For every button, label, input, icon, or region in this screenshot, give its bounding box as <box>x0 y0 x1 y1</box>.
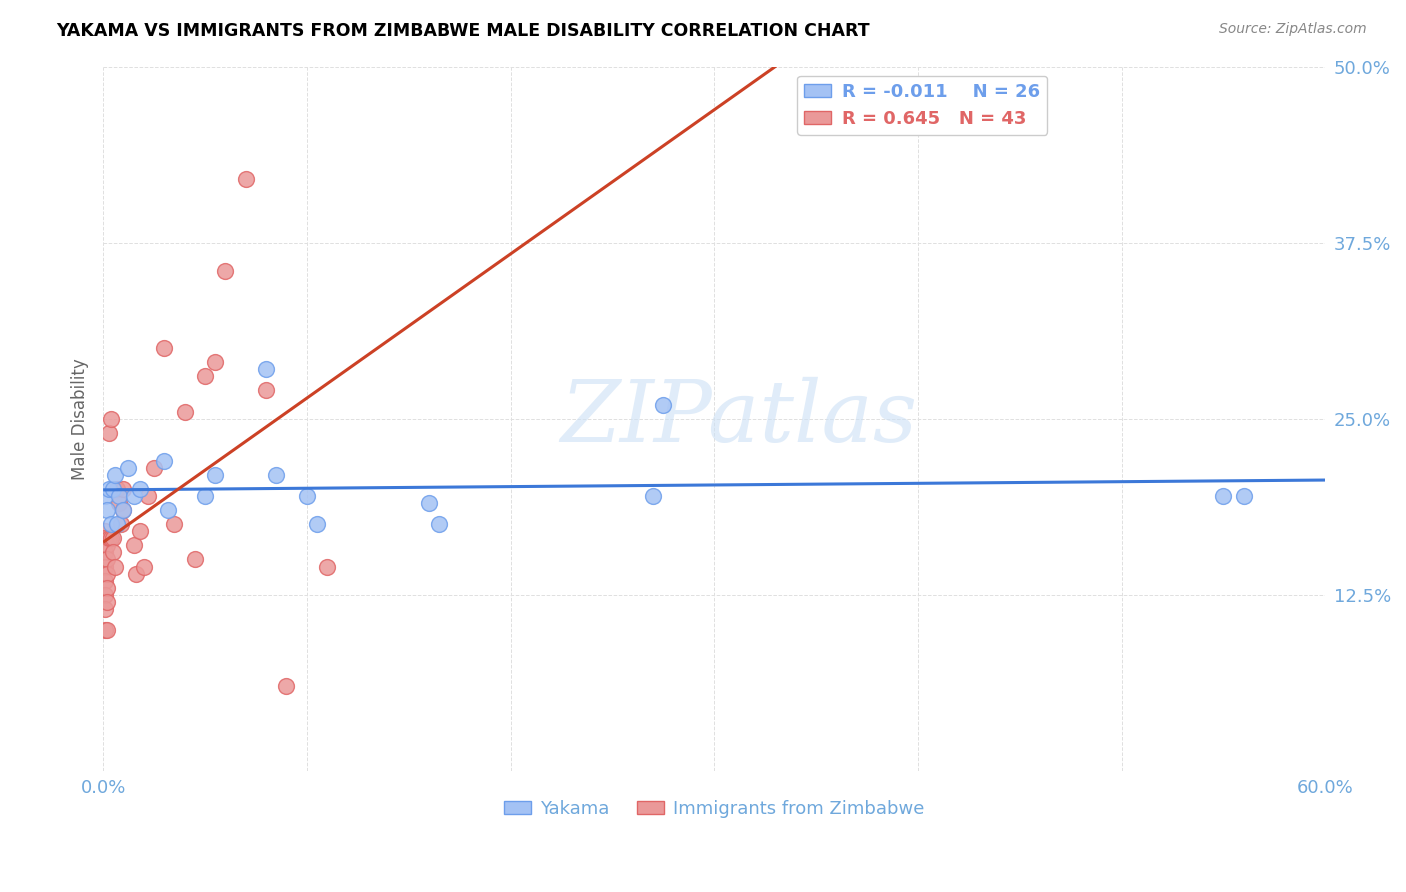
Point <box>94 559 117 574</box>
Point <box>295 489 318 503</box>
Point <box>108 489 131 503</box>
Point <box>235 172 257 186</box>
Point <box>136 489 159 503</box>
Point <box>132 559 155 574</box>
Point <box>100 411 122 425</box>
Point <box>1212 489 1234 503</box>
Point <box>153 341 176 355</box>
Point <box>104 559 127 574</box>
Point <box>117 461 139 475</box>
Point <box>96 538 118 552</box>
Point <box>112 503 135 517</box>
Point <box>157 503 180 517</box>
Point <box>100 532 122 546</box>
Point <box>643 489 665 503</box>
Point <box>276 679 298 693</box>
Point <box>316 559 339 574</box>
Point <box>96 552 118 566</box>
Point <box>105 482 128 496</box>
Point <box>94 601 117 615</box>
Point <box>128 524 150 539</box>
Point <box>103 482 125 496</box>
Point <box>254 384 277 398</box>
Point <box>427 517 450 532</box>
Point <box>264 467 287 482</box>
Point <box>96 595 118 609</box>
Point <box>96 566 118 581</box>
Point <box>194 489 217 503</box>
Point <box>103 532 125 546</box>
Point <box>94 574 117 588</box>
Point <box>143 461 166 475</box>
Point <box>194 369 217 384</box>
Point <box>98 532 121 546</box>
Point <box>122 538 145 552</box>
Point <box>94 588 117 602</box>
Point <box>94 623 117 637</box>
Point <box>418 496 440 510</box>
Point <box>98 425 121 440</box>
Point <box>254 362 277 376</box>
Text: Source: ZipAtlas.com: Source: ZipAtlas.com <box>1219 22 1367 37</box>
Point <box>94 532 117 546</box>
Point <box>163 517 186 532</box>
Point <box>128 482 150 496</box>
Y-axis label: Male Disability: Male Disability <box>72 358 89 480</box>
Point <box>184 552 207 566</box>
Point <box>96 581 118 595</box>
Point <box>94 545 117 559</box>
Text: ZIPatlas: ZIPatlas <box>560 377 917 460</box>
Point <box>153 454 176 468</box>
Point <box>204 467 226 482</box>
Point <box>108 496 131 510</box>
Text: YAKAMA VS IMMIGRANTS FROM ZIMBABWE MALE DISABILITY CORRELATION CHART: YAKAMA VS IMMIGRANTS FROM ZIMBABWE MALE … <box>56 22 870 40</box>
Point <box>94 524 117 539</box>
Point <box>652 398 675 412</box>
Point <box>94 489 117 503</box>
Point <box>112 503 135 517</box>
Point <box>96 623 118 637</box>
Point <box>1233 489 1256 503</box>
Point <box>110 517 132 532</box>
Point <box>112 482 135 496</box>
Point <box>204 355 226 369</box>
Point <box>214 264 236 278</box>
Point <box>103 545 125 559</box>
Point <box>98 482 121 496</box>
Point <box>100 517 122 532</box>
Point <box>96 503 118 517</box>
Point <box>105 517 128 532</box>
Point <box>122 489 145 503</box>
Point <box>125 566 148 581</box>
Point <box>173 404 195 418</box>
Point <box>305 517 328 532</box>
Point <box>104 467 127 482</box>
Legend: Yakama, Immigrants from Zimbabwe: Yakama, Immigrants from Zimbabwe <box>496 793 931 825</box>
